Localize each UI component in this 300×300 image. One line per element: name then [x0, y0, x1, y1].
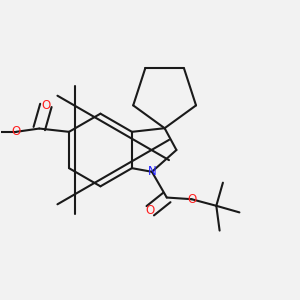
Text: O: O [187, 193, 196, 206]
Text: O: O [11, 125, 21, 138]
Text: O: O [41, 99, 50, 112]
Text: N: N [148, 165, 156, 178]
Text: O: O [146, 204, 155, 217]
